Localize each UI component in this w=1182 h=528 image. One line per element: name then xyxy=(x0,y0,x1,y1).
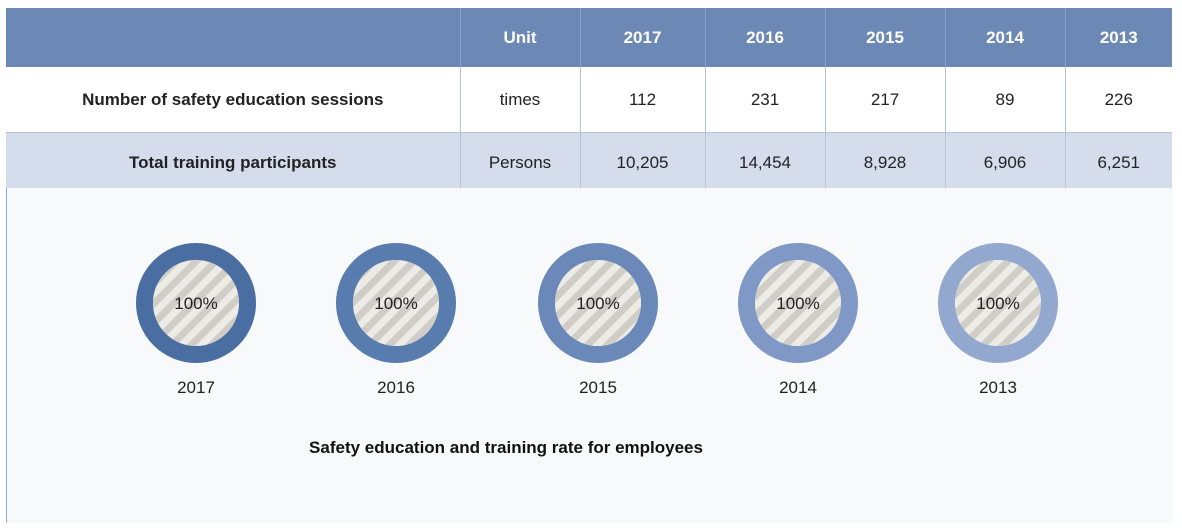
value-cell: 89 xyxy=(944,67,1065,133)
ring xyxy=(738,243,858,363)
rate-panel: Safety education and training rate for e… xyxy=(6,188,1173,523)
value-cell: 231 xyxy=(704,67,825,133)
header-cell: 2016 xyxy=(704,8,825,67)
rate-label: 100% xyxy=(174,294,217,313)
row-label: Total training participants xyxy=(6,132,460,193)
header-cell: 2013 xyxy=(1064,8,1172,67)
ring-center xyxy=(555,260,641,346)
year-label: 2015 xyxy=(579,378,617,397)
rate-label: 100% xyxy=(976,294,1019,313)
ring-center xyxy=(153,260,239,346)
value-cell: 6,251 xyxy=(1064,132,1172,193)
unit-cell: Persons xyxy=(459,132,580,193)
value-cell: 226 xyxy=(1064,67,1172,133)
rate-label: 100% xyxy=(776,294,819,313)
row-label: Number of safety education sessions xyxy=(6,67,460,133)
ring xyxy=(938,243,1058,363)
header-cell: 2017 xyxy=(579,8,705,67)
rate-label: 100% xyxy=(576,294,619,313)
year-label: 2014 xyxy=(779,378,817,397)
rings: Safety education and training rate for e… xyxy=(136,243,1058,457)
value-cell: 6,906 xyxy=(944,132,1065,193)
ring xyxy=(136,243,256,363)
rate-label: 100% xyxy=(374,294,417,313)
header-row: Unit 2017 2016 2015 2014 2013 xyxy=(6,8,1172,67)
header-cell xyxy=(6,8,460,67)
caption: Safety education and training rate for e… xyxy=(309,438,703,457)
ring-center xyxy=(755,260,841,346)
unit-cell: times xyxy=(459,67,580,133)
ring xyxy=(538,243,658,363)
year-label: 2013 xyxy=(979,378,1017,397)
value-cell: 8,928 xyxy=(824,132,945,193)
value-cell: 112 xyxy=(579,67,705,133)
ring-center xyxy=(955,260,1041,346)
value-cell: 217 xyxy=(824,67,945,133)
table-wrap: Unit 2017 2016 2015 2014 2013 Number of safet… xyxy=(6,8,1172,193)
header-cell: Unit xyxy=(459,8,580,67)
table-row: Number of safety education sessions times… xyxy=(6,67,1172,133)
ring-center xyxy=(353,260,439,346)
table-row: Total training participants Persons 10,205… xyxy=(6,132,1172,193)
ring xyxy=(336,243,456,363)
header-cell: 2015 xyxy=(824,8,945,67)
value-cell: 14,454 xyxy=(704,132,825,193)
header-cell: 2014 xyxy=(944,8,1065,67)
year-label: 2017 xyxy=(177,378,215,397)
year-label: 2016 xyxy=(377,378,415,397)
data-table: Unit 2017 2016 2015 2014 2013 Number of safet… xyxy=(6,8,1172,193)
value-cell: 10,205 xyxy=(579,132,705,193)
